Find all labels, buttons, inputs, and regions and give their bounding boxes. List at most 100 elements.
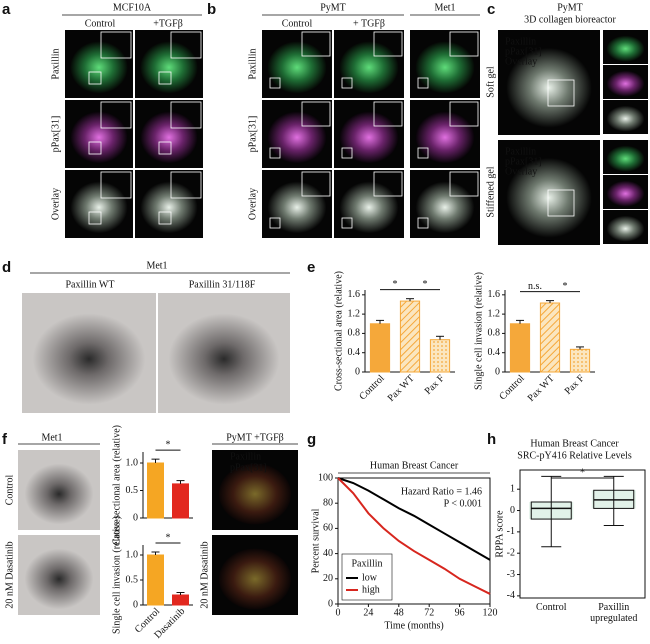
inset-box	[100, 31, 132, 59]
inset-box	[547, 79, 575, 107]
row-label: pPax[31]	[247, 116, 258, 153]
micrograph-signal	[415, 41, 475, 94]
bar	[399, 300, 421, 373]
inset-box	[341, 77, 353, 89]
panel-label: d	[2, 259, 11, 276]
x-tick-label: Control	[357, 373, 387, 403]
inset-box	[88, 211, 102, 225]
bar	[172, 483, 189, 519]
chart-title: Human Breast Cancer	[530, 438, 619, 449]
micrograph-signal	[140, 181, 198, 234]
y-tick-label: 1	[510, 483, 515, 494]
inset-box	[301, 171, 331, 197]
micrograph-signal	[24, 548, 94, 610]
inset-box	[158, 141, 172, 155]
channel-label: pPax[31]	[230, 462, 267, 473]
bar	[172, 594, 189, 606]
x-tick-label: 120	[483, 607, 498, 618]
micrograph-signal	[606, 105, 645, 132]
significance-label: n.s.	[528, 281, 542, 292]
y-tick-label: 20	[323, 573, 333, 584]
inset-box	[373, 171, 403, 197]
inset-box	[373, 31, 403, 57]
x-tick-label: Paxillin upregulated	[590, 602, 638, 624]
y-tick-label: 0	[355, 366, 360, 377]
x-tick-label: 72	[424, 607, 434, 618]
inset-box	[417, 147, 429, 159]
y-tick-label: 0	[328, 598, 333, 609]
panel-title: PyMT +TGFβ	[226, 432, 284, 443]
row-label: Overlay	[247, 188, 258, 220]
x-tick-label: 96	[455, 607, 465, 618]
panel-title: PyMT	[557, 2, 583, 13]
micrograph-signal	[339, 111, 399, 164]
inset-box	[417, 217, 429, 229]
inset-box	[269, 77, 281, 89]
y-tick-label: 60	[323, 523, 333, 534]
inset-box	[88, 141, 102, 155]
row-label: Paxillin	[50, 48, 61, 79]
y-tick-label: 0	[495, 366, 500, 377]
micrograph-signal	[606, 215, 645, 242]
channel-label: Paxillin	[505, 36, 536, 47]
panel-title: Met1	[41, 432, 62, 443]
column-label: Paxillin WT	[66, 279, 115, 290]
column-label: Control	[282, 18, 313, 29]
inset-box	[269, 147, 281, 159]
y-tick-label: 0.8	[348, 328, 361, 339]
x-tick-label: 24	[363, 607, 373, 618]
micrograph-signal	[506, 47, 592, 128]
inset-box	[341, 217, 353, 229]
y-tick-label: 1.0	[126, 457, 139, 468]
y-tick-label: 1.6	[348, 289, 361, 300]
y-axis-label: Single cell invasion (relative)	[111, 516, 122, 634]
plot-frame	[337, 477, 491, 605]
y-tick-label: 1.0	[126, 549, 139, 560]
panel-label: b	[207, 1, 216, 18]
row-label: Soft gel	[485, 66, 496, 98]
inset-box	[269, 217, 281, 229]
inset-box	[100, 101, 132, 129]
x-tick-label: Control	[497, 373, 527, 403]
x-tick-label: Pax WT	[526, 373, 557, 404]
significance-label: *	[166, 532, 171, 543]
bar	[147, 462, 164, 519]
panel-label: g	[307, 431, 316, 448]
y-axis-label: Cross-sectional area (relative)	[111, 425, 122, 545]
x-tick-label: Control	[535, 602, 567, 613]
micrograph-signal	[70, 41, 128, 94]
inset-box	[341, 147, 353, 159]
y-axis-label: Single cell invasion (relative)	[473, 272, 484, 390]
x-tick-label: 0	[336, 607, 341, 618]
y-tick-label: -3	[507, 569, 515, 580]
channel-label: pPax[31]	[505, 156, 542, 167]
channel-label: Overlay	[505, 56, 537, 67]
y-axis-label: RPPA score	[494, 510, 505, 558]
y-tick-label: 0	[133, 599, 138, 610]
column-label: Control	[85, 18, 116, 29]
y-tick-label: 0	[133, 512, 138, 523]
row-label: Overlay	[50, 188, 61, 220]
legend-box	[341, 553, 393, 601]
y-tick-label: 40	[323, 548, 333, 559]
panel-title: Met1	[434, 2, 455, 13]
row-label: Paxillin	[247, 48, 258, 79]
micrograph-signal	[218, 463, 292, 525]
inset-box	[449, 31, 479, 57]
micrograph-signal	[70, 111, 128, 164]
inset-box	[373, 101, 403, 127]
inset-box	[100, 171, 132, 199]
bar	[147, 554, 164, 606]
y-tick-label: 1.2	[348, 308, 361, 319]
panel-label: a	[2, 1, 11, 18]
micrograph-signal	[168, 313, 280, 405]
y-tick-label: 0.5	[126, 574, 139, 585]
channel-label: Overlay	[505, 166, 537, 177]
row-label: Control	[4, 475, 15, 506]
inset-box	[170, 31, 202, 59]
micrograph-signal	[606, 70, 645, 97]
y-tick-label: 0.8	[488, 328, 501, 339]
significance-label: *	[563, 281, 568, 292]
column-label: Paxillin 31/118F	[189, 279, 256, 290]
y-tick-label: 0.5	[126, 485, 139, 496]
